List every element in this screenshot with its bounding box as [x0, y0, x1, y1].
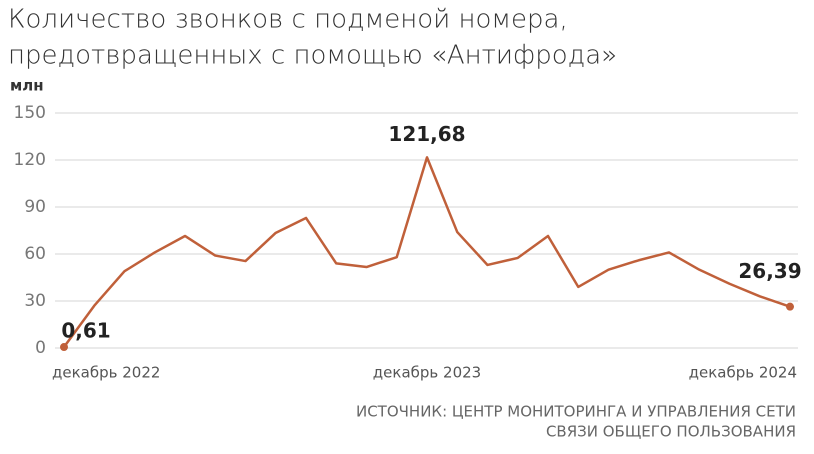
source: ИСТОЧНИК: ЦЕНТР МОНИТОРИНГА И УПРАВЛЕНИЯ…: [356, 403, 796, 421]
chart-title: Количество звонков с подменой номера,: [8, 5, 568, 35]
chart-title: предотвращенных с помощью «Антифрода»: [8, 41, 617, 71]
point: [60, 343, 68, 352]
x-tick-label: декабрь 2024: [689, 364, 797, 382]
y-tick-label: 150: [14, 103, 46, 123]
y-tick-label: 120: [14, 150, 46, 170]
y-tick-label: 60: [24, 244, 46, 264]
y-axis-label: млн: [10, 77, 44, 95]
x-tick-label: декабрь 2022: [52, 364, 160, 382]
value-label: 0,61: [61, 319, 110, 343]
point: [786, 302, 794, 311]
y-tick-label: 30: [24, 291, 46, 311]
source: СВЯЗИ ОБЩЕГО ПОЛЬЗОВАНИЯ: [546, 423, 796, 441]
x-tick-label: декабрь 2023: [373, 364, 481, 382]
y-tick-label: 90: [24, 197, 46, 217]
value-label: 121,68: [388, 122, 465, 146]
value-label: 26,39: [738, 259, 801, 283]
line: [62, 156, 791, 348]
y-tick-label: 0: [35, 338, 46, 358]
